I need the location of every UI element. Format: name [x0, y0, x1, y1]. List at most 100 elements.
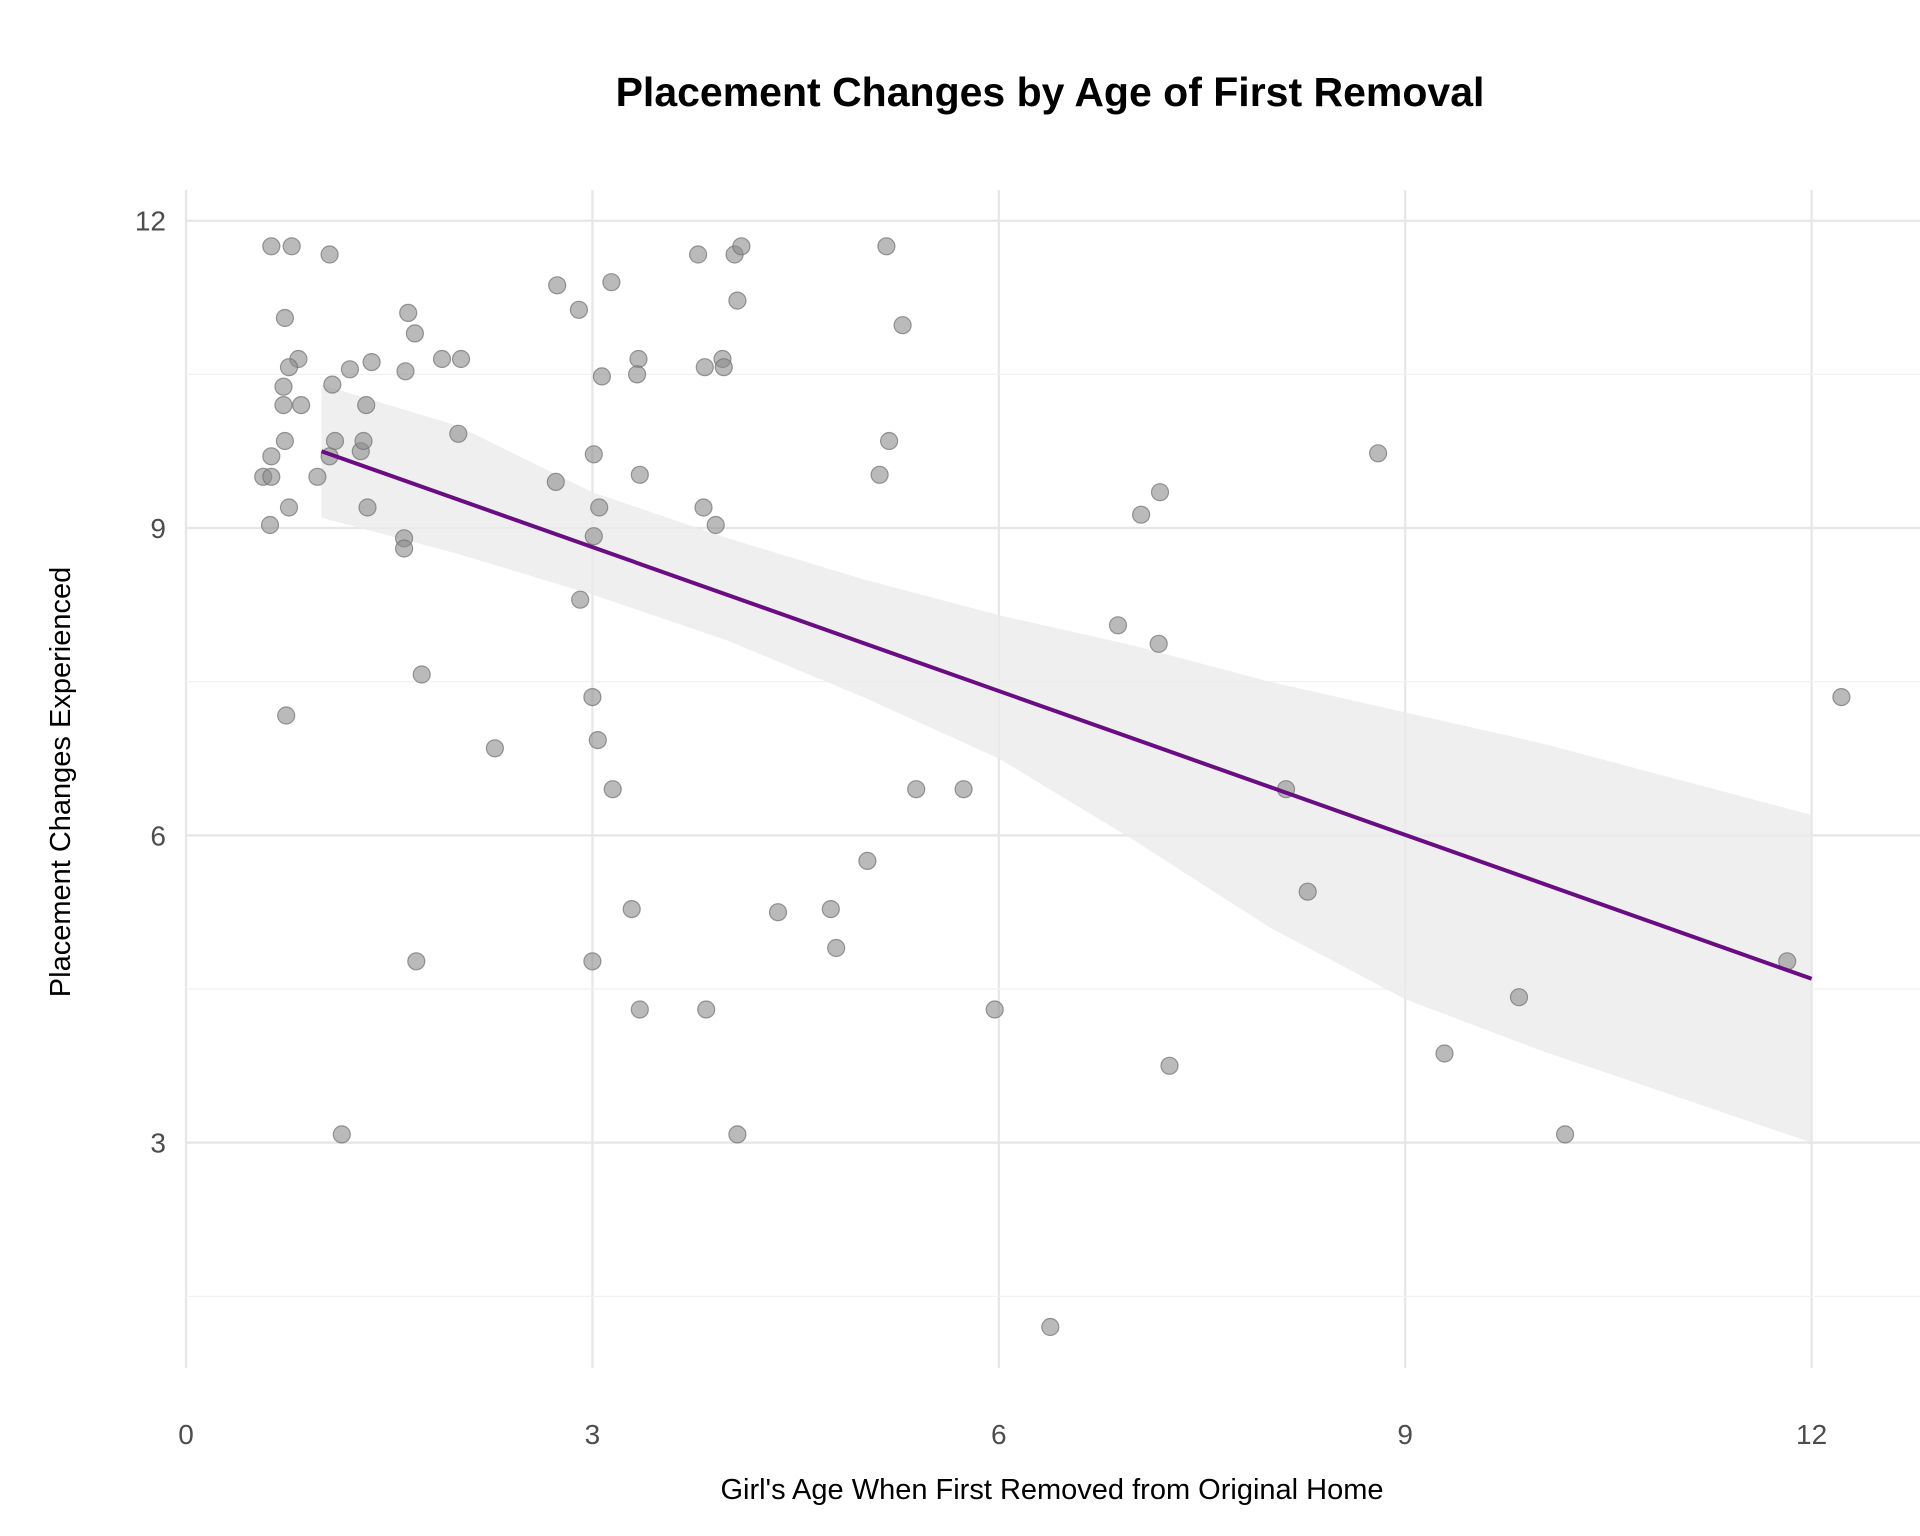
data-point — [697, 1000, 716, 1019]
y-tick-label: 9 — [150, 513, 166, 544]
grid-lines — [184, 190, 1920, 1368]
data-point — [571, 590, 590, 609]
tick-labels: 0 3 6 9 12 3 6 9 12 — [135, 206, 1827, 1450]
data-point — [1832, 687, 1851, 707]
confidence-band — [321, 384, 1812, 1143]
data-point — [325, 431, 345, 451]
data-point — [714, 358, 733, 377]
data-point — [275, 431, 294, 451]
data-point — [827, 938, 846, 958]
data-point — [1509, 988, 1529, 1007]
data-point — [1555, 1125, 1575, 1144]
x-tick-label: 3 — [585, 1419, 601, 1450]
data-point — [584, 527, 603, 546]
x-tick-label: 6 — [991, 1419, 1007, 1450]
regression-line — [320, 449, 1813, 981]
data-point — [279, 498, 299, 517]
data-point — [277, 706, 296, 725]
data-point — [279, 358, 299, 377]
data-point — [870, 465, 889, 484]
data-point — [451, 349, 471, 369]
data-point — [274, 396, 293, 415]
data-point — [362, 353, 381, 372]
data-point — [603, 780, 622, 799]
data-point — [432, 349, 452, 369]
data-point — [728, 1125, 747, 1144]
data-point — [583, 952, 602, 971]
data-point — [569, 300, 589, 319]
data-point — [630, 465, 649, 484]
data-point — [275, 308, 294, 328]
data-point — [629, 349, 648, 369]
x-tick-label: 12 — [1796, 1419, 1827, 1450]
data-point — [954, 780, 973, 799]
data-point — [262, 447, 281, 466]
data-point — [879, 431, 899, 451]
data-points — [254, 237, 1851, 1337]
data-point — [706, 515, 725, 535]
x-tick-label: 9 — [1397, 1419, 1413, 1450]
data-point — [893, 316, 912, 335]
data-point — [262, 237, 281, 256]
data-point — [728, 291, 747, 310]
data-point — [1149, 634, 1168, 653]
data-point — [274, 377, 293, 396]
data-point — [627, 365, 647, 384]
data-point — [260, 515, 280, 535]
data-point — [262, 467, 281, 486]
regression-line-group — [320, 449, 1813, 981]
data-point — [395, 539, 414, 558]
data-point — [588, 730, 607, 750]
data-point — [340, 360, 359, 379]
data-point — [630, 1000, 649, 1019]
data-point — [407, 952, 426, 971]
data-point — [590, 498, 609, 517]
data-point — [858, 851, 877, 871]
data-point — [485, 739, 504, 758]
data-point — [357, 396, 376, 415]
data-point — [405, 324, 424, 343]
data-point — [694, 498, 713, 517]
data-point — [548, 276, 567, 295]
data-point — [985, 1000, 1004, 1019]
data-point — [1435, 1044, 1454, 1063]
data-point — [622, 899, 641, 919]
x-tick-label: 0 — [178, 1419, 194, 1450]
data-point — [732, 237, 751, 256]
y-tick-label: 12 — [135, 206, 166, 237]
data-point — [1368, 444, 1388, 463]
data-point — [399, 303, 418, 322]
data-point — [768, 903, 788, 922]
data-point — [292, 396, 311, 415]
data-point — [1160, 1056, 1179, 1075]
data-point — [1131, 505, 1151, 524]
data-point — [412, 665, 431, 684]
confidence-band-group — [321, 384, 1812, 1143]
y-tick-label: 6 — [150, 820, 166, 851]
data-point — [358, 498, 377, 517]
data-point — [583, 687, 602, 707]
data-point — [877, 237, 896, 256]
data-point — [1298, 882, 1317, 901]
data-point — [592, 367, 612, 386]
data-point — [282, 237, 301, 256]
data-point — [332, 1125, 351, 1144]
data-point — [546, 472, 565, 491]
data-point — [323, 375, 342, 394]
data-point — [320, 245, 339, 264]
data-point — [354, 431, 373, 451]
y-tick-label: 3 — [150, 1128, 166, 1159]
data-point — [688, 245, 708, 264]
data-point — [449, 424, 468, 443]
data-point — [396, 362, 415, 381]
data-point — [584, 445, 603, 464]
chart-title: Placement Changes by Age of First Remova… — [616, 69, 1485, 115]
data-point — [907, 780, 926, 799]
data-point — [695, 358, 714, 377]
data-point — [1041, 1317, 1060, 1337]
data-point — [1150, 483, 1170, 502]
y-axis-label: Placement Changes Experienced — [45, 567, 77, 997]
x-axis-label: Girl's Age When First Removed from Origi… — [720, 1474, 1383, 1506]
